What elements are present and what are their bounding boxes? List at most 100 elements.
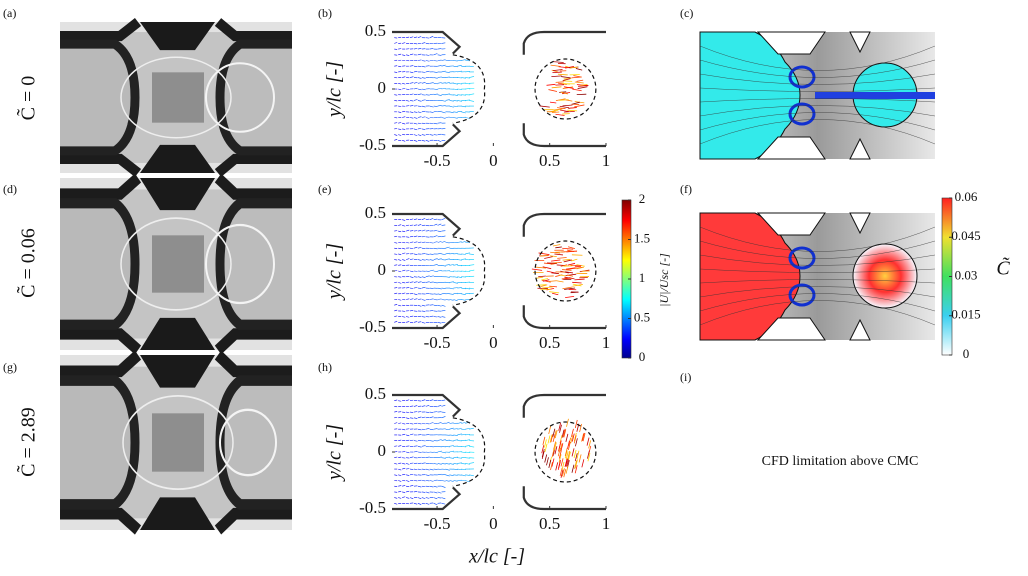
vector	[441, 100, 446, 102]
vector	[445, 439, 450, 441]
vector	[541, 279, 551, 283]
vector	[405, 480, 410, 482]
vector	[402, 451, 406, 453]
vector	[453, 100, 458, 102]
vector	[433, 428, 438, 430]
vector	[413, 122, 418, 125]
vector	[465, 445, 471, 447]
vector	[402, 292, 406, 295]
vector	[469, 87, 475, 90]
vector	[453, 60, 458, 62]
vector	[405, 229, 410, 232]
vector	[562, 78, 571, 82]
vector	[540, 284, 548, 288]
vector	[402, 433, 406, 436]
vector	[406, 304, 410, 307]
vector	[394, 315, 398, 317]
vector	[561, 461, 565, 471]
vector	[417, 428, 422, 431]
vector	[402, 485, 406, 487]
vector	[565, 99, 573, 102]
vector	[394, 242, 398, 244]
vector	[421, 503, 426, 505]
vector	[402, 122, 406, 125]
x-tick-label: 0	[489, 514, 498, 533]
vector	[469, 275, 475, 277]
vector	[557, 448, 561, 457]
vector	[417, 468, 422, 471]
vector	[406, 236, 410, 238]
vector	[445, 246, 450, 249]
vector	[441, 253, 446, 255]
x-tick-label: -0.5	[424, 514, 451, 533]
vector	[449, 457, 454, 459]
vector	[437, 446, 442, 448]
vector	[578, 454, 582, 463]
vector	[429, 134, 434, 136]
cfd-walls	[756, 31, 871, 160]
vector	[409, 36, 414, 38]
vector	[417, 485, 422, 488]
vector	[409, 276, 414, 278]
vector	[574, 453, 578, 462]
vector	[461, 446, 467, 448]
vector	[449, 440, 454, 442]
vector	[394, 422, 398, 424]
vector	[465, 117, 470, 119]
vector	[570, 435, 574, 444]
vector	[562, 259, 571, 261]
vector	[437, 463, 442, 465]
vector	[421, 140, 426, 142]
vector	[433, 282, 438, 284]
vector	[433, 88, 438, 90]
colorbar-tick-label: 2	[639, 191, 646, 206]
vector	[421, 99, 426, 101]
row-label: C̃ = 0.06	[16, 228, 40, 298]
vector	[409, 111, 414, 113]
vector	[425, 416, 430, 419]
vector	[402, 463, 406, 465]
vector	[429, 428, 434, 431]
vector	[421, 399, 426, 401]
vector	[536, 284, 547, 286]
x-tick-label: 0.5	[539, 333, 560, 352]
vector	[550, 461, 553, 471]
vector	[445, 463, 450, 465]
vector	[398, 400, 402, 402]
vector	[560, 264, 568, 267]
vector	[433, 77, 438, 79]
vector	[441, 42, 446, 44]
vector	[409, 65, 414, 67]
vector	[574, 465, 578, 474]
vector	[429, 468, 434, 471]
cfd-image	[699, 212, 936, 341]
vector	[549, 291, 560, 294]
vector	[581, 433, 584, 442]
vector	[409, 485, 414, 487]
vector	[402, 76, 406, 78]
vector	[465, 70, 470, 73]
vector	[421, 88, 426, 91]
photo	[60, 350, 292, 535]
vector	[398, 282, 402, 284]
channel-wall	[60, 350, 292, 535]
vector	[449, 281, 454, 283]
vector	[421, 316, 426, 318]
vector	[425, 275, 430, 277]
vector	[437, 48, 442, 50]
vector	[406, 411, 410, 413]
vector	[461, 434, 466, 436]
vector	[433, 122, 438, 125]
vector	[572, 101, 580, 105]
vector	[433, 83, 438, 85]
vector	[437, 405, 442, 407]
vector	[563, 469, 567, 478]
vector	[550, 64, 561, 67]
vector	[453, 88, 459, 90]
vector	[429, 253, 434, 255]
vector	[413, 48, 418, 50]
vector	[453, 105, 458, 107]
vector	[437, 110, 442, 113]
vector	[549, 285, 558, 288]
vector	[417, 304, 422, 307]
